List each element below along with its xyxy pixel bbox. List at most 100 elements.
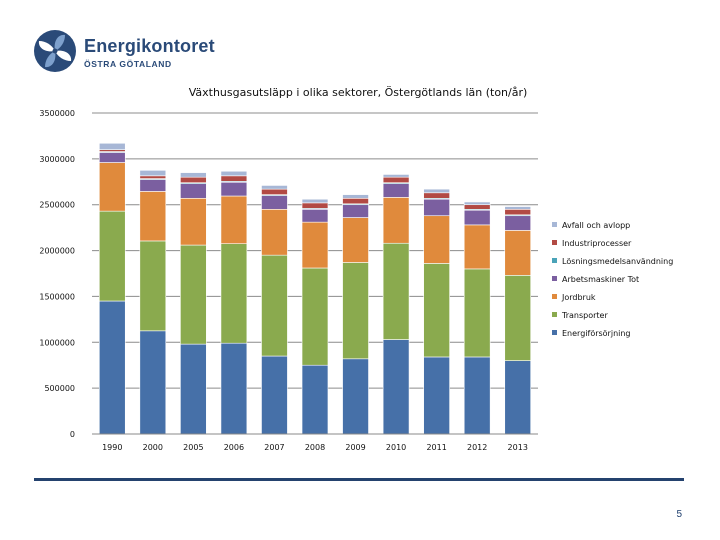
- y-tick-label: 2000000: [39, 247, 75, 256]
- bar-segment: [423, 215, 450, 264]
- bar-segment: [463, 268, 491, 358]
- bar-segment: [301, 267, 329, 366]
- bar-segment: [342, 217, 369, 263]
- bar-segment: [180, 176, 207, 184]
- legend-label: Avfall och avlopp: [562, 221, 630, 230]
- bar-segment: [504, 209, 532, 216]
- bar-segment: [98, 300, 126, 435]
- x-tick-label: 2007: [264, 443, 284, 452]
- bar-segment: [382, 183, 410, 198]
- bar-segment: [301, 364, 329, 435]
- legend-swatch: [552, 312, 557, 317]
- bar-segment: [423, 198, 450, 217]
- x-tick-label: 2005: [183, 443, 203, 452]
- bar-segment: [504, 230, 532, 276]
- bar-segment: [261, 185, 288, 190]
- legend-swatch: [552, 330, 557, 335]
- bar-segment: [220, 175, 248, 182]
- bar-segment: [423, 263, 450, 358]
- x-tick-label: 2000: [143, 443, 163, 452]
- y-tick-label: 1000000: [39, 338, 75, 347]
- bar-segment: [463, 201, 491, 206]
- bar-segment: [342, 262, 369, 360]
- bar-segment: [98, 142, 126, 150]
- x-tick-label: 2012: [467, 443, 487, 452]
- x-axis-ticks: 1990 2000 2005 2006 2007 2008 2009 2010 2011 2012…: [102, 443, 528, 452]
- bar-segment: [261, 254, 288, 357]
- x-tick-label: 2009: [345, 443, 365, 452]
- bar-segment: [220, 170, 248, 177]
- bar-segment: [220, 195, 248, 244]
- y-tick-label: 3000000: [39, 155, 75, 164]
- bar-segment: [382, 197, 410, 244]
- bar-segment: [180, 343, 207, 435]
- bars: [98, 142, 532, 435]
- bar-segment: [220, 342, 248, 435]
- bar-segment: [261, 195, 288, 210]
- bar-segment: [301, 221, 329, 269]
- bar-segment: [463, 224, 491, 270]
- legend-swatch: [552, 240, 557, 245]
- footer-divider: [34, 478, 684, 481]
- bar-segment: [342, 204, 369, 218]
- x-tick-label: 1990: [102, 443, 122, 452]
- bar-segment: [98, 162, 126, 212]
- y-tick-label: 0: [70, 430, 75, 439]
- bar-segment: [423, 188, 450, 194]
- bar-segment: [382, 242, 410, 340]
- bar-segment: [504, 360, 532, 435]
- y-tick-label: 2500000: [39, 201, 75, 210]
- bar-segment: [98, 152, 126, 163]
- x-tick-label: 2011: [426, 443, 446, 452]
- x-tick-label: 2013: [508, 443, 528, 452]
- bar-segment: [382, 174, 410, 178]
- bar-segment: [382, 339, 410, 435]
- legend-swatch: [552, 276, 557, 281]
- legend-label: Arbetsmaskiner Tot: [562, 275, 639, 284]
- bar-segment: [504, 215, 532, 231]
- bar-segment: [342, 194, 369, 199]
- bar-segment: [504, 275, 532, 361]
- bar-segment: [301, 209, 329, 223]
- brand-logo: Energikontoret ÖSTRA GÖTALAND: [32, 28, 252, 80]
- bar-segment: [463, 209, 491, 226]
- bar-segment: [261, 355, 288, 435]
- bar-segment: [504, 206, 532, 210]
- bar-segment: [139, 191, 167, 242]
- x-tick-label: 2006: [224, 443, 244, 452]
- legend-label: Energiförsörjning: [562, 329, 631, 338]
- bar-segment: [180, 183, 207, 199]
- y-tick-label: 1500000: [39, 292, 75, 301]
- chart-title: Växthusgasutsläpp i olika sektorer, Öste…: [189, 86, 528, 99]
- y-tick-label: 3500000: [39, 109, 75, 118]
- bar-segment: [220, 243, 248, 344]
- legend: Avfall och avlopp Industriprocesser Lösnin…: [552, 221, 673, 338]
- x-tick-label: 2010: [386, 443, 406, 452]
- bar-segment: [463, 356, 491, 435]
- legend-swatch: [552, 222, 557, 227]
- bar-segment: [180, 244, 207, 345]
- bar-segment: [301, 198, 329, 204]
- bar-segment: [261, 188, 288, 195]
- bar-segment: [301, 202, 329, 209]
- bar-segment: [180, 197, 207, 246]
- bar-segment: [139, 175, 167, 179]
- fan-logo-icon: [34, 30, 76, 72]
- bar-segment: [423, 356, 450, 435]
- bar-segment: [220, 181, 248, 197]
- legend-swatch: [552, 258, 557, 263]
- bar-segment: [342, 358, 369, 435]
- bar-segment: [342, 197, 369, 205]
- bar-segment: [139, 170, 167, 177]
- y-axis-ticks: 0 500000 1000000 1500000 2000000 2500000 30000…: [39, 109, 75, 439]
- bar-segment: [261, 209, 288, 256]
- legend-label: Jordbruk: [561, 293, 596, 302]
- brand-name: Energikontoret: [84, 36, 215, 56]
- bar-segment: [423, 192, 450, 199]
- bar-segment: [139, 240, 167, 332]
- bar-segment: [463, 204, 491, 210]
- legend-label: Industriprocesser: [562, 239, 632, 248]
- bar-segment: [382, 176, 410, 184]
- legend-label: Transporter: [561, 311, 608, 320]
